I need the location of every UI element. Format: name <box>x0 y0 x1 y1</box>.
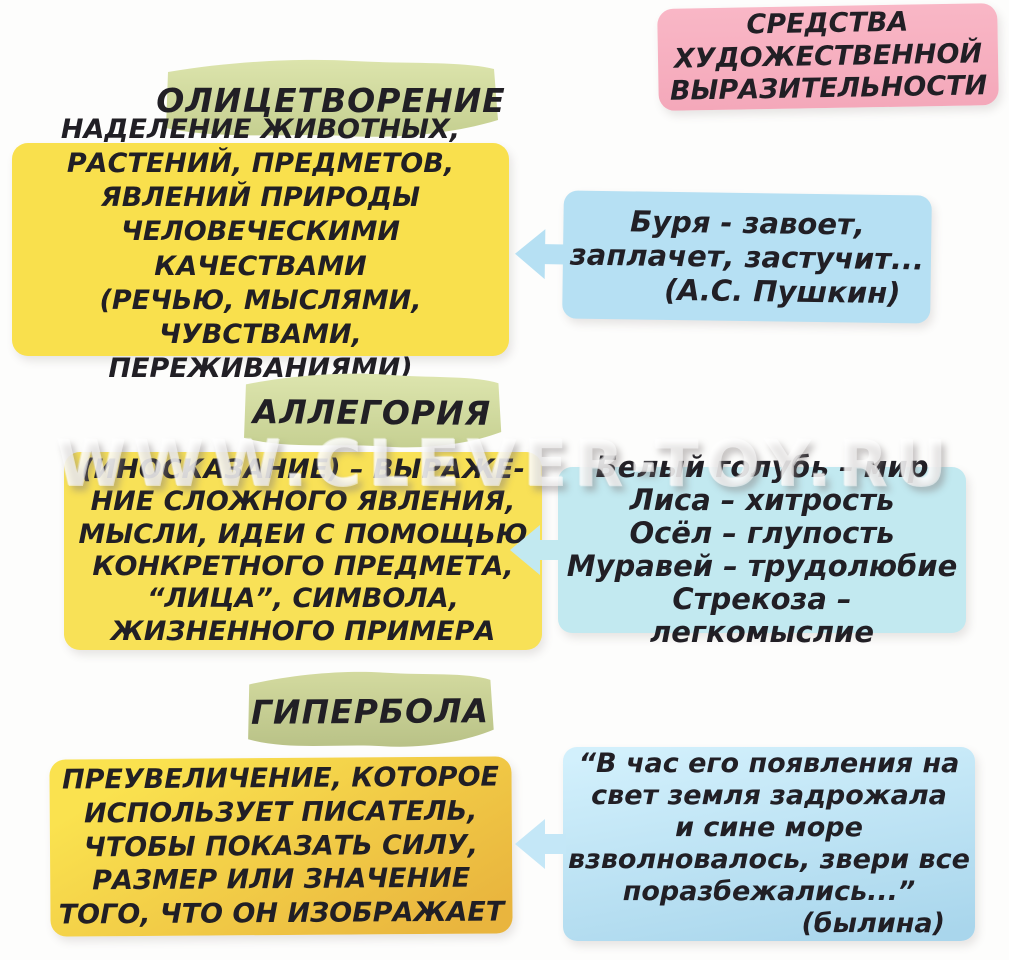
term-label-text: АЛЛЕГОРИЯ <box>252 391 492 433</box>
term-label-allegory: АЛЛЕГОРИЯ <box>238 369 507 455</box>
wavy-label-shape <box>166 59 498 137</box>
definition-card-personification: НАДЕЛЕНИЕ ЖИВОТНЫХ, РАСТЕНИЙ, ПРЕДМЕТОВ,… <box>12 114 509 384</box>
example-text: “В час его появления на свет земля задро… <box>568 748 970 907</box>
term-label-personification: ОЛИЦЕТВОРЕНИЕ <box>156 56 506 144</box>
definition-text: (ИНОСКАЗАНИЕ) – ВЫРАЖЕ- НИЕ СЛОЖНОГО ЯВЛ… <box>78 453 528 647</box>
example-card-allegory: Белый голубь – мир Лиса – хитрость Осёл … <box>510 450 966 649</box>
wavy-label-shape <box>244 373 502 448</box>
definition-card-allegory: (ИНОСКАЗАНИЕ) – ВЫРАЖЕ- НИЕ СЛОЖНОГО ЯВЛ… <box>64 452 542 650</box>
example-card-personification: Буря - завоет, заплачет, застучит... (А.… <box>515 190 932 324</box>
definition-text: ПРЕУВЕЛИЧЕНИЕ, КОТОРОЕ ИСПОЛЬЗУЕТ ПИСАТЕ… <box>58 761 505 931</box>
term-label-text: ГИПЕРБОЛА <box>250 690 490 732</box>
definition-card-hyperbole: ПРЕУВЕЛИЧЕНИЕ, КОТОРОЕ ИСПОЛЬЗУЕТ ПИСАТЕ… <box>49 756 513 937</box>
example-attribution: (А.С. Пушкин) <box>663 272 901 311</box>
example-card-hyperbole: “В час его появления на свет земля задро… <box>515 747 975 941</box>
example-attribution: (былина) <box>801 907 945 939</box>
term-label-text: ОЛИЦЕТВОРЕНИЕ <box>156 80 506 120</box>
title-card: СРЕДСТВА ХУДОЖЕСТВЕННОЙ ВЫРАЗИТЕЛЬНОСТИ <box>657 3 999 111</box>
example-text: Белый голубь – мир Лиса – хитрость Осёл … <box>566 449 958 650</box>
definition-text: НАДЕЛЕНИЕ ЖИВОТНЫХ, РАСТЕНИЙ, ПРЕДМЕТОВ,… <box>60 114 461 384</box>
wavy-label-shape <box>248 671 494 747</box>
left-arrow-icon <box>510 525 561 575</box>
example-text: Буря - завоет, заплачет, застучит... <box>569 204 925 277</box>
left-arrow-icon <box>515 229 567 280</box>
term-label-hyperbole: ГИПЕРБОЛА <box>242 667 499 755</box>
left-arrow-icon <box>515 819 566 869</box>
title-card-text: СРЕДСТВА ХУДОЖЕСТВЕННОЙ ВЫРАЗИТЕЛЬНОСТИ <box>669 6 988 108</box>
